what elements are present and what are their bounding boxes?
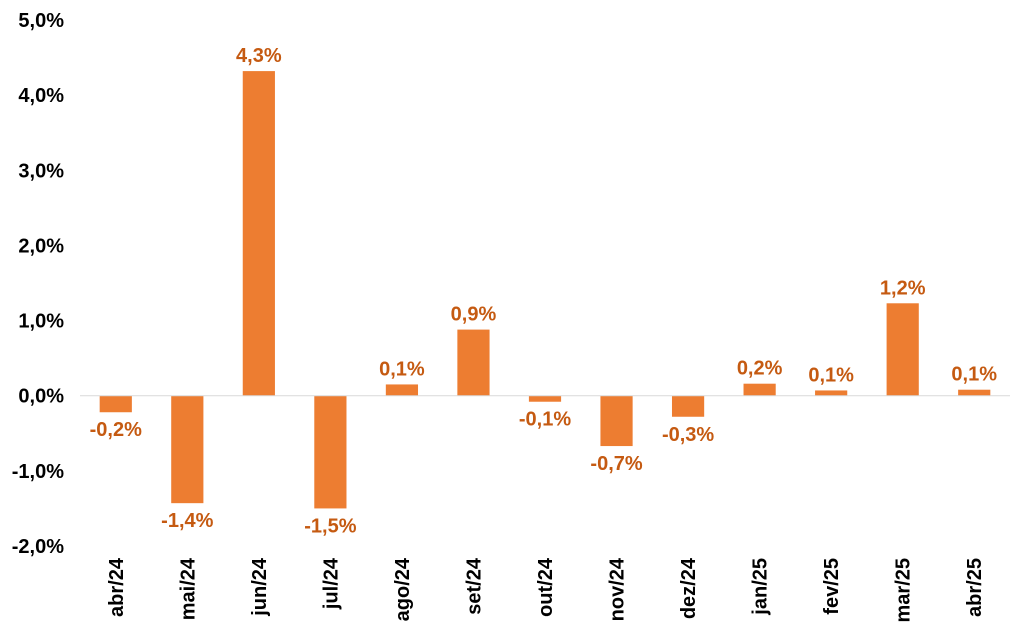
data-label: -1,4% (161, 510, 213, 532)
x-tick-label: nov/24 (607, 557, 629, 621)
bar (99, 395, 132, 413)
bar (886, 303, 919, 396)
data-label: -0,3% (662, 424, 714, 446)
data-labels: -0,2% -1,4% 4,3% -1,5% 0,1% 0,9% -0,1% -0,7% -0,… (90, 45, 998, 537)
x-tick-label: abr/25 (964, 558, 986, 617)
x-tick-label: ago/24 (392, 557, 414, 621)
x-tick-label: mar/25 (893, 558, 915, 623)
x-tick-label: out/24 (535, 557, 557, 617)
x-axis: abr/24 mai/24 jun/24 jul/24 ago/24 set/24 out/… (106, 557, 986, 622)
y-tick-label: 4,0% (18, 85, 64, 107)
data-label: -0,1% (519, 409, 571, 431)
bar (171, 395, 204, 504)
bar (457, 329, 490, 396)
bar (815, 390, 848, 396)
x-tick-label: fev/25 (821, 558, 843, 615)
y-tick-label: -1,0% (12, 461, 64, 483)
bars (99, 71, 991, 509)
x-tick-label: jun/24 (249, 557, 271, 617)
data-label: 0,2% (737, 358, 783, 380)
data-label: -1,5% (304, 515, 356, 537)
x-tick-label: jan/25 (750, 558, 772, 616)
bar (385, 384, 419, 396)
data-label: 0,1% (951, 364, 997, 386)
x-tick-label: abr/24 (106, 557, 128, 617)
bar (314, 395, 347, 509)
y-tick-label: -2,0% (12, 536, 64, 558)
bar (528, 395, 562, 402)
y-tick-label: 0,0% (18, 386, 64, 408)
y-tick-label: 5,0% (18, 10, 64, 32)
bar (242, 71, 275, 396)
y-axis: 5,0% 4,0% 3,0% 2,0% 1,0% 0,0% -1,0% -2,0% (12, 10, 64, 558)
bar (958, 389, 991, 396)
x-tick-label: jul/24 (320, 557, 342, 610)
data-label: 0,9% (451, 304, 497, 326)
data-label: 4,3% (236, 45, 282, 67)
data-label: 1,2% (880, 277, 926, 299)
y-tick-label: 3,0% (18, 160, 64, 182)
bar (743, 383, 776, 396)
data-label: 0,1% (379, 358, 425, 380)
x-tick-label: mai/24 (177, 557, 199, 620)
bar (671, 395, 705, 417)
data-label: -0,2% (90, 419, 142, 441)
data-label: 0,1% (808, 364, 854, 386)
bar (600, 395, 633, 447)
y-tick-label: 1,0% (18, 311, 64, 333)
x-tick-label: set/24 (463, 557, 485, 615)
x-tick-label: dez/24 (678, 557, 700, 619)
y-tick-label: 2,0% (18, 235, 64, 257)
data-label: -0,7% (590, 453, 642, 475)
